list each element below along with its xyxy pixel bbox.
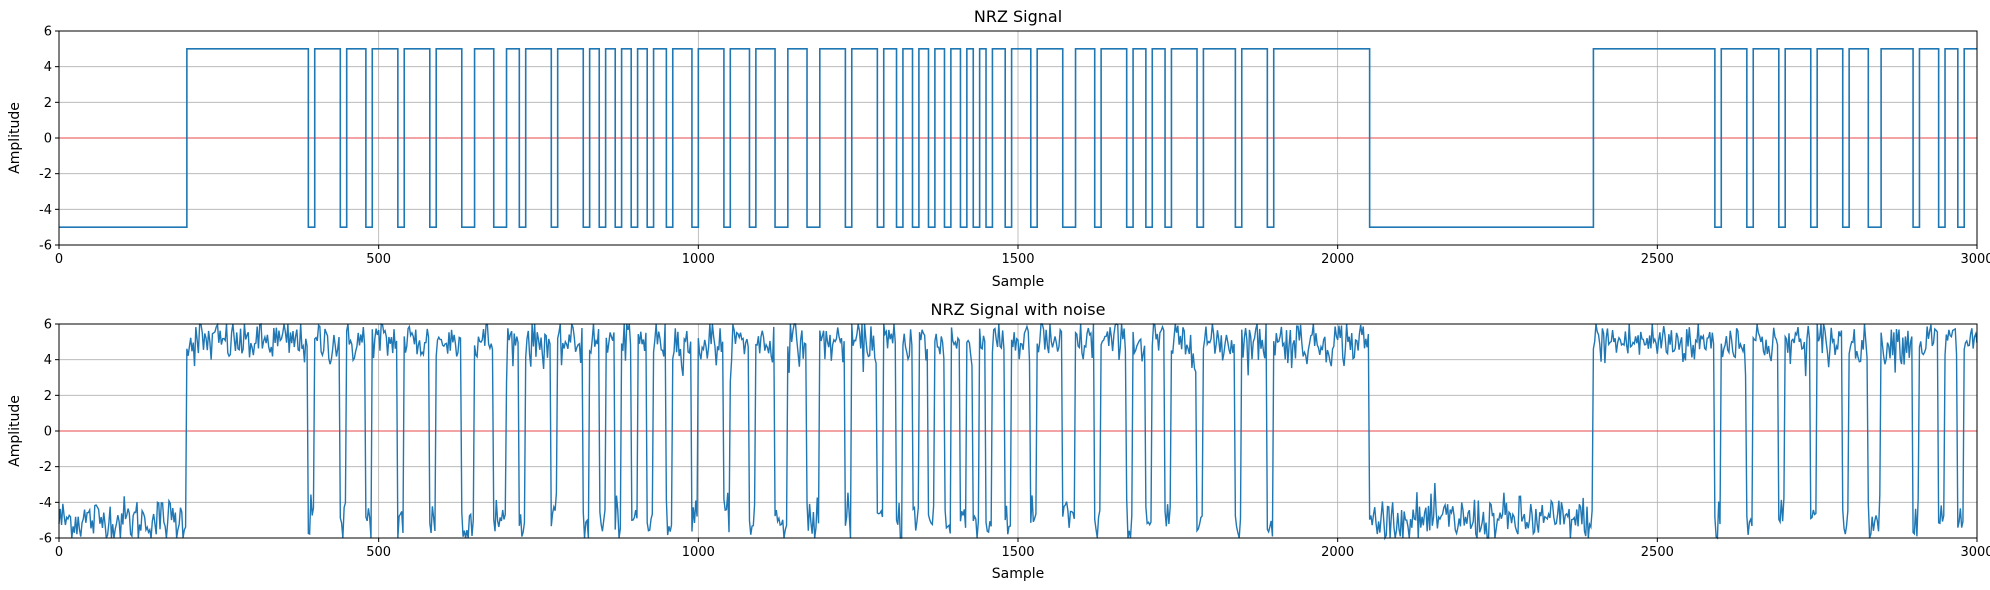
x-tick-label: 0: [55, 252, 63, 267]
y-tick-label: -4: [39, 203, 52, 218]
y-axis-label: Amplitude: [7, 102, 23, 174]
x-axis-ticks: 0 500 1000 1500 2000 2500 3000: [55, 538, 1990, 560]
x-tick-label: 2000: [1321, 252, 1354, 267]
x-tick-label: 1000: [682, 252, 715, 267]
y-tick-label: 4: [44, 353, 52, 368]
y-tick-label: -4: [39, 496, 52, 511]
y-axis-label: Amplitude: [7, 395, 23, 467]
y-tick-label: 0: [44, 132, 52, 147]
x-tick-label: 1000: [682, 545, 715, 560]
y-tick-label: 2: [44, 389, 52, 404]
y-tick-label: -2: [39, 460, 52, 475]
y-tick-label: -6: [39, 239, 52, 254]
x-axis-label: Sample: [992, 566, 1045, 582]
x-tick-label: 2000: [1321, 545, 1354, 560]
y-tick-label: 4: [44, 60, 52, 75]
y-tick-label: -2: [39, 167, 52, 182]
x-tick-label: 1500: [1001, 252, 1034, 267]
x-tick-label: 3000: [1960, 252, 1990, 267]
y-tick-label: 2: [44, 96, 52, 111]
series-line-nrz-noise: [58, 322, 1978, 541]
chart-title: NRZ Signal with noise: [931, 300, 1106, 319]
x-tick-label: 1500: [1001, 545, 1034, 560]
series-line-nrz: [59, 48, 1977, 228]
y-axis-ticks: -6 -4 -2 0 2 4 6: [39, 25, 59, 254]
x-tick-label: 500: [366, 545, 391, 560]
y-axis-ticks: -6 -4 -2 0 2 4 6: [39, 318, 59, 547]
x-axis-label: Sample: [992, 274, 1045, 290]
chart-title: NRZ Signal: [974, 7, 1062, 26]
y-tick-label: 6: [44, 25, 52, 40]
y-tick-label: 0: [44, 425, 52, 440]
subplot-nrz-signal: NRZ Signal 0 500 1000 1500 2000 2500 3000 -6 -4…: [7, 7, 1990, 290]
x-tick-label: 2500: [1641, 252, 1674, 267]
subplot-nrz-signal-noise: NRZ Signal with noise 0 500 1000 1500 2000 25…: [7, 300, 1990, 582]
x-tick-label: 2500: [1641, 545, 1674, 560]
x-tick-label: 500: [366, 252, 391, 267]
y-tick-label: 6: [44, 318, 52, 333]
y-tick-label: -6: [39, 532, 52, 547]
x-axis-ticks: 0 500 1000 1500 2000 2500 3000: [55, 245, 1990, 267]
x-tick-label: 3000: [1960, 545, 1990, 560]
x-tick-label: 0: [55, 545, 63, 560]
